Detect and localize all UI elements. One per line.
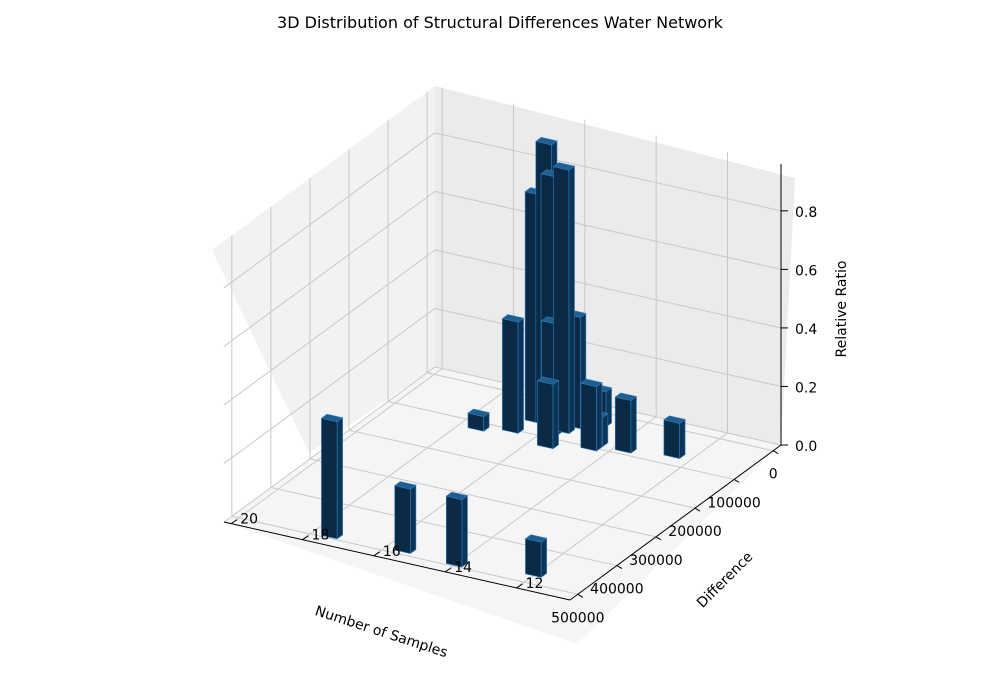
y-tick-label: 18	[312, 528, 330, 544]
bar-top-face	[394, 481, 417, 490]
z-gridline-left	[223, 308, 436, 464]
y-tick-mark	[373, 551, 381, 557]
grid-lines	[223, 87, 782, 601]
bar	[320, 413, 344, 540]
bar	[663, 415, 686, 460]
y-axis-line	[223, 521, 571, 601]
y-tick-mark	[516, 583, 523, 589]
z-axis-label: Relative Ratio	[834, 261, 850, 358]
x-tick-mark	[655, 536, 662, 541]
y-ticks: 12 14 16 18 20	[230, 512, 544, 592]
bar	[445, 491, 469, 568]
bar-front-face	[630, 395, 637, 454]
y-tick-mark	[444, 567, 452, 573]
bar-top-face	[501, 314, 525, 323]
y-axis-label: Difference	[694, 549, 756, 611]
bar-side-face	[580, 382, 597, 452]
y-tick-label: 16	[383, 544, 401, 560]
bars	[320, 137, 686, 578]
x-tick-mark	[577, 593, 584, 598]
x-axis-line	[569, 444, 782, 601]
z-gridline-left	[223, 132, 436, 289]
bar-front-face	[461, 495, 468, 568]
z-tick-label: 0.6	[795, 263, 817, 279]
x-gridline-floor	[388, 400, 735, 480]
bar-front-face	[568, 165, 575, 435]
bar-top-face	[580, 378, 603, 387]
bar	[536, 376, 560, 450]
z-gridline-right	[434, 190, 782, 270]
z-tick-label: 0.2	[795, 380, 817, 396]
bar-front-face	[540, 537, 547, 578]
x-gridline-floor	[348, 429, 696, 509]
bar-front-face	[552, 379, 559, 450]
x-axis-label: Number of Samples	[313, 603, 450, 661]
bar	[467, 408, 490, 432]
x-tick-mark	[694, 507, 701, 512]
bar-top-face	[524, 534, 548, 543]
z-gridline-right	[434, 249, 782, 329]
bar-side-face	[321, 417, 338, 540]
bar-front-face	[679, 418, 686, 460]
z-tick-label: 0.8	[795, 205, 817, 221]
x-tick-label: 300000	[629, 553, 682, 569]
y-gridline-floor	[516, 432, 728, 589]
bar-front-face	[602, 412, 609, 448]
bar-top-face	[467, 408, 490, 417]
z-gridline-right	[434, 307, 782, 387]
back-pane-xz	[212, 86, 435, 453]
z-tick-label: 0.0	[795, 439, 817, 455]
x-ticks: 0 100000 200000 300000 400000 500000	[551, 450, 779, 626]
bar-top-face	[614, 392, 638, 401]
y-tick-mark	[302, 535, 309, 541]
bar	[614, 392, 638, 454]
bar-top-face	[320, 413, 344, 423]
y-tick-mark	[230, 519, 238, 525]
z-gridline-right	[434, 132, 782, 212]
bar-top-face	[552, 162, 576, 171]
bar-side-face	[445, 495, 463, 568]
bar-front-face	[410, 484, 417, 555]
bar-side-face	[525, 538, 542, 578]
bar-front-face	[336, 417, 343, 540]
bar	[552, 162, 576, 435]
bar-side-face	[502, 318, 519, 434]
x-tick-label: 200000	[668, 524, 721, 540]
x-tick-label: 100000	[707, 495, 760, 511]
bar-top-face	[536, 376, 560, 385]
bar	[394, 481, 417, 555]
x-tick-mark	[772, 450, 779, 455]
bar-side-face	[537, 380, 554, 450]
x-gridline-floor	[309, 458, 657, 538]
y-tick-label: 12	[526, 576, 544, 592]
bar-front-face	[517, 317, 524, 434]
bar-top-face	[445, 491, 469, 501]
x-tick-mark	[616, 565, 623, 569]
chart-title: 3D Distribution of Structural Difference…	[277, 13, 724, 32]
bar	[524, 534, 548, 578]
z-ticks: 0.0 0.2 0.4 0.6 0.8	[781, 205, 817, 455]
x-tick-label: 500000	[551, 610, 604, 626]
bar-side-face	[614, 396, 632, 454]
bar-top-face	[663, 415, 686, 424]
z-gridline-left	[223, 249, 436, 406]
x-tick-mark	[733, 479, 740, 483]
x-gridline-floor	[231, 515, 578, 595]
bar-front-face	[596, 382, 603, 452]
y-tick-label: 14	[454, 560, 472, 576]
x-tick-label: 400000	[590, 582, 643, 598]
y-tick-label: 20	[240, 512, 258, 528]
bar	[580, 378, 603, 452]
z-tick-label: 0.4	[795, 322, 817, 338]
bar	[501, 314, 525, 434]
bar-side-face	[663, 419, 680, 459]
floor-pane	[224, 367, 781, 644]
bar-top-face	[535, 137, 558, 146]
z-gridline-left	[223, 190, 436, 347]
x-tick-label: 0	[769, 467, 778, 483]
